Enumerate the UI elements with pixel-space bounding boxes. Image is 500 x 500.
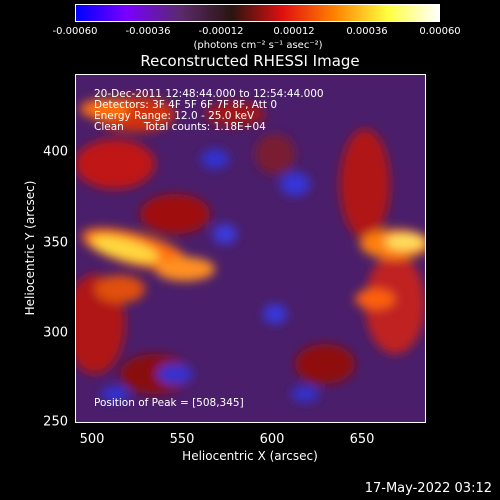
colorbar-tick: 0.00036: [346, 26, 388, 37]
emission-blob: [255, 134, 295, 174]
peak-position: Position of Peak = [508,345]: [94, 397, 244, 409]
colorbar-tick: -0.00012: [198, 26, 244, 37]
emission-blob: [280, 172, 310, 196]
emission-blob: [91, 235, 159, 263]
emission-blob: [155, 257, 215, 281]
image-emission: [75, 96, 426, 402]
emission-blob: [340, 129, 390, 239]
colorbar: [75, 4, 440, 22]
y-tick: 300: [43, 325, 68, 341]
emission-blob: [75, 139, 155, 189]
colorbar-units: (photons cm⁻² s⁻¹ asec⁻²): [193, 40, 323, 51]
y-tick: 400: [43, 144, 68, 160]
emission-blob: [213, 224, 237, 244]
colorbar-tick: -0.00060: [52, 26, 98, 37]
y-axis-label: Heliocentric Y (arcsec): [23, 180, 37, 316]
y-tick: 250: [43, 414, 68, 430]
x-tick: 600: [259, 432, 285, 447]
emission-blob: [157, 364, 193, 384]
emission-blob: [291, 386, 319, 402]
emission-blob: [80, 99, 130, 119]
emission-blob: [385, 234, 425, 250]
info-line-energy: Energy Range: 12.0 - 25.0 keV: [94, 110, 255, 122]
emission-blob: [355, 289, 395, 309]
x-tick: 500: [79, 432, 105, 447]
info-line-time: 20-Dec-2011 12:48:44.000 to 12:54:44.000: [94, 88, 324, 100]
y-tick: 350: [43, 235, 68, 251]
emission-blob: [365, 254, 425, 354]
emission-blob: [140, 194, 210, 234]
emission-blob: [120, 354, 190, 394]
emission-blob: [205, 102, 265, 126]
plot-title: Reconstructed RHESSI Image: [140, 52, 360, 70]
info-line-counts: Clean Total counts: 1.18E+04: [94, 121, 266, 133]
emission-blob: [263, 304, 287, 324]
x-tick: 650: [349, 432, 375, 447]
colorbar-tick: 0.00012: [273, 26, 315, 37]
colorbar-tick: -0.00036: [125, 26, 171, 37]
colorbar-tick: 0.00060: [419, 26, 461, 37]
emission-blob: [201, 149, 229, 169]
emission-blob: [295, 344, 355, 384]
info-line-detectors: Detectors: 3F 4F 5F 6F 7F 8F, Att 0: [94, 99, 278, 111]
x-axis-label: Heliocentric X (arcsec): [182, 449, 318, 463]
plot-frame: [75, 74, 426, 423]
x-tick: 550: [169, 432, 195, 447]
rhessi-image-plot: 20-Dec-2011 12:48:44.000 to 12:54:44.000…: [75, 74, 426, 423]
emission-blob: [101, 386, 129, 402]
timestamp: 17-May-2022 03:12: [364, 481, 492, 496]
emission-blob: [95, 275, 145, 303]
